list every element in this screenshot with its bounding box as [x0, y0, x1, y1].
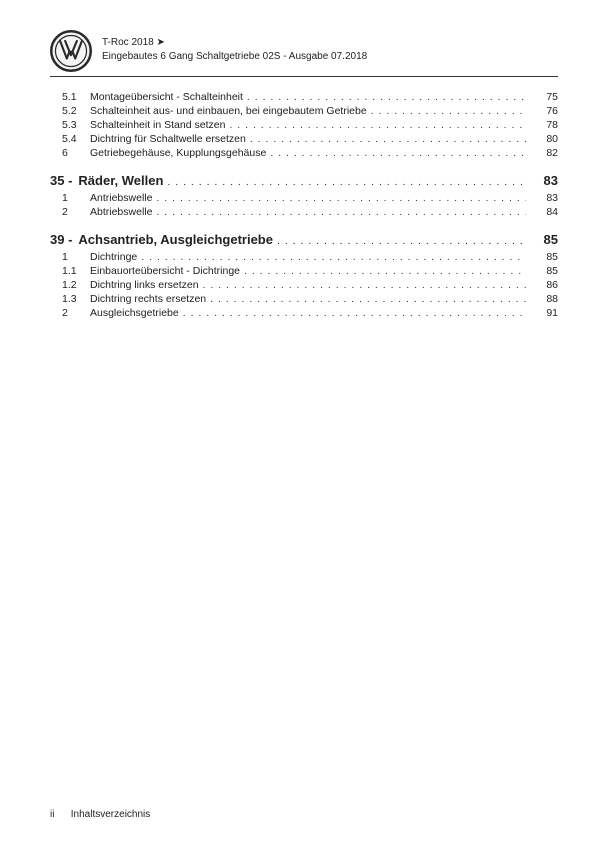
toc-row: 5.1Montageübersicht - Schalteinheit 75 [50, 91, 558, 103]
table-of-contents: 5.1Montageübersicht - Schalteinheit 75 5.2… [50, 91, 558, 319]
toc-leader-dots [183, 307, 526, 319]
toc-title: Dichtring rechts ersetzen [90, 293, 206, 305]
toc-leader-dots [244, 265, 526, 277]
chapter-number: 39 - [50, 232, 78, 247]
header-subtitle: Eingebautes 6 Gang Schaltgetriebe 02S - … [102, 50, 367, 64]
toc-page: 83 [530, 192, 558, 204]
toc-number: 1.2 [50, 279, 90, 291]
toc-number: 2 [50, 206, 90, 218]
toc-title: Dichtring für Schaltwelle ersetzen [90, 133, 246, 145]
toc-page: 91 [530, 307, 558, 319]
toc-page: 78 [530, 119, 558, 131]
chapter-page: 83 [530, 173, 558, 188]
toc-title: Antriebswelle [90, 192, 152, 204]
toc-title: Ausgleichsgetriebe [90, 307, 179, 319]
toc-number: 5.2 [50, 105, 90, 117]
toc-title: Einbauorteübersicht - Dichtringe [90, 265, 240, 277]
toc-leader-dots [229, 119, 526, 131]
toc-title: Schalteinheit aus- und einbauen, bei ein… [90, 105, 367, 117]
toc-page: 75 [530, 91, 558, 103]
toc-number: 6 [50, 147, 90, 159]
chapter-title: Räder, Wellen [78, 173, 163, 188]
vw-logo [50, 30, 92, 72]
page-header: T-Roc 2018 ➤ Eingebautes 6 Gang Schaltge… [50, 30, 558, 72]
header-rule [50, 76, 558, 77]
toc-leader-dots [371, 105, 526, 117]
toc-number: 1 [50, 192, 90, 204]
toc-row: 1.1Einbauorteübersicht - Dichtringe 85 [50, 265, 558, 277]
toc-leader-dots [203, 279, 526, 291]
toc-chapter: 35 -Räder, Wellen 83 [50, 173, 558, 188]
toc-leader-dots [210, 293, 526, 305]
toc-leader-dots [247, 91, 526, 103]
toc-title: Dichtringe [90, 251, 137, 263]
toc-leader-dots [156, 192, 526, 204]
toc-row: 6Getriebegehäuse, Kupplungsgehäuse 82 [50, 147, 558, 159]
toc-number: 5.4 [50, 133, 90, 145]
toc-row: 1.2Dichtring links ersetzen 86 [50, 279, 558, 291]
toc-chapter: 39 -Achsantrieb, Ausgleichgetriebe 85 [50, 232, 558, 247]
toc-leader-dots [277, 235, 526, 247]
toc-row: 5.3Schalteinheit in Stand setzen 78 [50, 119, 558, 131]
header-model: T-Roc 2018 ➤ [102, 36, 367, 50]
toc-leader-dots [141, 251, 526, 263]
toc-leader-dots [250, 133, 526, 145]
footer-label: Inhaltsverzeichnis [71, 809, 150, 820]
toc-number: 1 [50, 251, 90, 263]
toc-page: 82 [530, 147, 558, 159]
toc-row: 1.3Dichtring rechts ersetzen 88 [50, 293, 558, 305]
toc-page: 76 [530, 105, 558, 117]
toc-page: 84 [530, 206, 558, 218]
toc-title: Dichtring links ersetzen [90, 279, 199, 291]
toc-row: 2Abtriebswelle 84 [50, 206, 558, 218]
toc-number: 2 [50, 307, 90, 319]
toc-row: 5.2Schalteinheit aus- und einbauen, bei … [50, 105, 558, 117]
toc-row: 5.4Dichtring für Schaltwelle ersetzen 80 [50, 133, 558, 145]
page-number: ii [50, 809, 68, 820]
toc-page: 85 [530, 265, 558, 277]
toc-leader-dots [167, 176, 526, 188]
toc-page: 88 [530, 293, 558, 305]
chapter-title: Achsantrieb, Ausgleichgetriebe [78, 232, 273, 247]
toc-title: Abtriebswelle [90, 206, 152, 218]
toc-leader-dots [270, 147, 526, 159]
toc-row: 1Antriebswelle 83 [50, 192, 558, 204]
toc-row: 2Ausgleichsgetriebe 91 [50, 307, 558, 319]
toc-number: 1.3 [50, 293, 90, 305]
toc-title: Getriebegehäuse, Kupplungsgehäuse [90, 147, 266, 159]
toc-page: 85 [530, 251, 558, 263]
toc-row: 1Dichtringe 85 [50, 251, 558, 263]
toc-number: 1.1 [50, 265, 90, 277]
toc-page: 80 [530, 133, 558, 145]
chapter-page: 85 [530, 232, 558, 247]
toc-leader-dots [156, 206, 526, 218]
page-footer: ii Inhaltsverzeichnis [50, 809, 150, 820]
toc-number: 5.1 [50, 91, 90, 103]
chapter-number: 35 - [50, 173, 78, 188]
toc-number: 5.3 [50, 119, 90, 131]
toc-title: Montageübersicht - Schalteinheit [90, 91, 243, 103]
toc-page: 86 [530, 279, 558, 291]
toc-title: Schalteinheit in Stand setzen [90, 119, 225, 131]
header-text: T-Roc 2018 ➤ Eingebautes 6 Gang Schaltge… [102, 30, 367, 63]
